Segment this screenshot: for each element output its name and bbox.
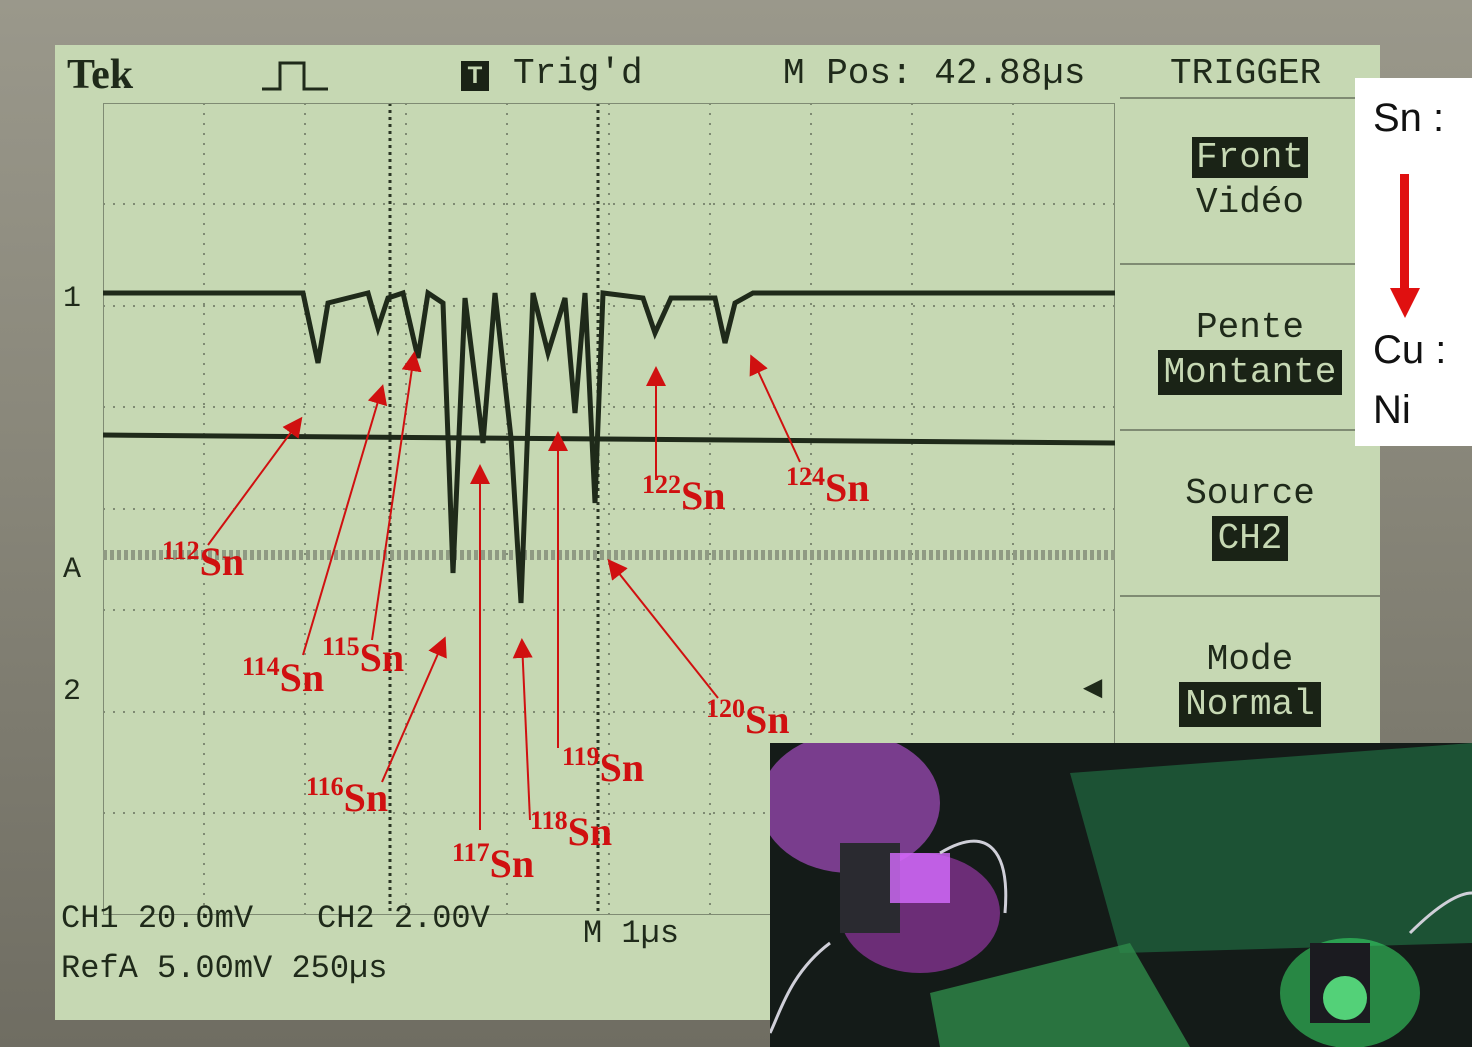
legend-to-2: Ni	[1373, 388, 1411, 432]
trigger-level-arrow-icon: ◀	[1083, 670, 1103, 707]
menu-type-selected: Front	[1191, 137, 1309, 178]
isotope-label: 116Sn	[306, 772, 389, 820]
refA-scale: RefA 5.00mV 250µs	[61, 950, 388, 987]
laser-setup-photo	[770, 743, 1472, 1047]
ch1-marker: 1	[63, 282, 82, 316]
photo-illustration	[770, 743, 1472, 1047]
down-arrow-icon	[1390, 174, 1420, 318]
menu-mode-label: Mode	[1206, 639, 1294, 680]
ch2-scale: CH2 2.00V	[317, 900, 490, 937]
menu-source-value: CH2	[1211, 516, 1289, 561]
ch1-trace	[103, 288, 1115, 604]
menu-item-slope[interactable]: Pente Montante	[1120, 263, 1380, 430]
legend-from: Sn :	[1373, 96, 1445, 140]
isotope-label: 118Sn	[530, 806, 613, 854]
menu-type-alt: Vidéo	[1195, 182, 1305, 223]
trigger-badge: T	[461, 61, 489, 91]
isotope-label: 114Sn	[242, 652, 325, 700]
isotope-label: 112Sn	[162, 536, 245, 584]
refA-marker: A	[63, 553, 82, 587]
isotope-label: 117Sn	[452, 838, 535, 886]
isotope-label: 124Sn	[786, 462, 870, 510]
menu-item-type[interactable]: Front Vidéo	[1120, 97, 1380, 264]
timebase: M 1µs	[583, 915, 680, 952]
menu-slope-label: Pente	[1195, 307, 1305, 348]
isotope-label: 115Sn	[322, 632, 405, 680]
ch1-scale: CH1 20.0mV	[61, 900, 254, 937]
trigger-status: Trig'd	[513, 53, 643, 94]
transition-legend: Sn : Cu : Ni	[1355, 78, 1472, 446]
legend-to: Cu :	[1373, 328, 1447, 372]
menu-title: TRIGGER	[1170, 53, 1322, 94]
menu-item-source[interactable]: Source CH2	[1120, 429, 1380, 596]
m-pos-readout: M Pos: 42.88µs	[783, 53, 1086, 94]
menu-slope-value: Montante	[1157, 350, 1343, 395]
pulse-icon	[262, 61, 328, 91]
brand-label: Tek	[67, 52, 134, 98]
trigger-menu: Front Vidéo Pente Montante Source CH2 Mo…	[1120, 97, 1380, 777]
isotope-label: 120Sn	[706, 694, 790, 742]
ch2-trace	[103, 432, 1115, 446]
menu-item-mode[interactable]: Mode Normal	[1120, 595, 1380, 762]
ch2-marker: 2	[63, 675, 82, 709]
isotope-label: 119Sn	[562, 742, 645, 790]
isotope-label: 122Sn	[642, 470, 726, 518]
menu-mode-value: Normal	[1179, 682, 1321, 727]
menu-source-label: Source	[1185, 473, 1315, 514]
